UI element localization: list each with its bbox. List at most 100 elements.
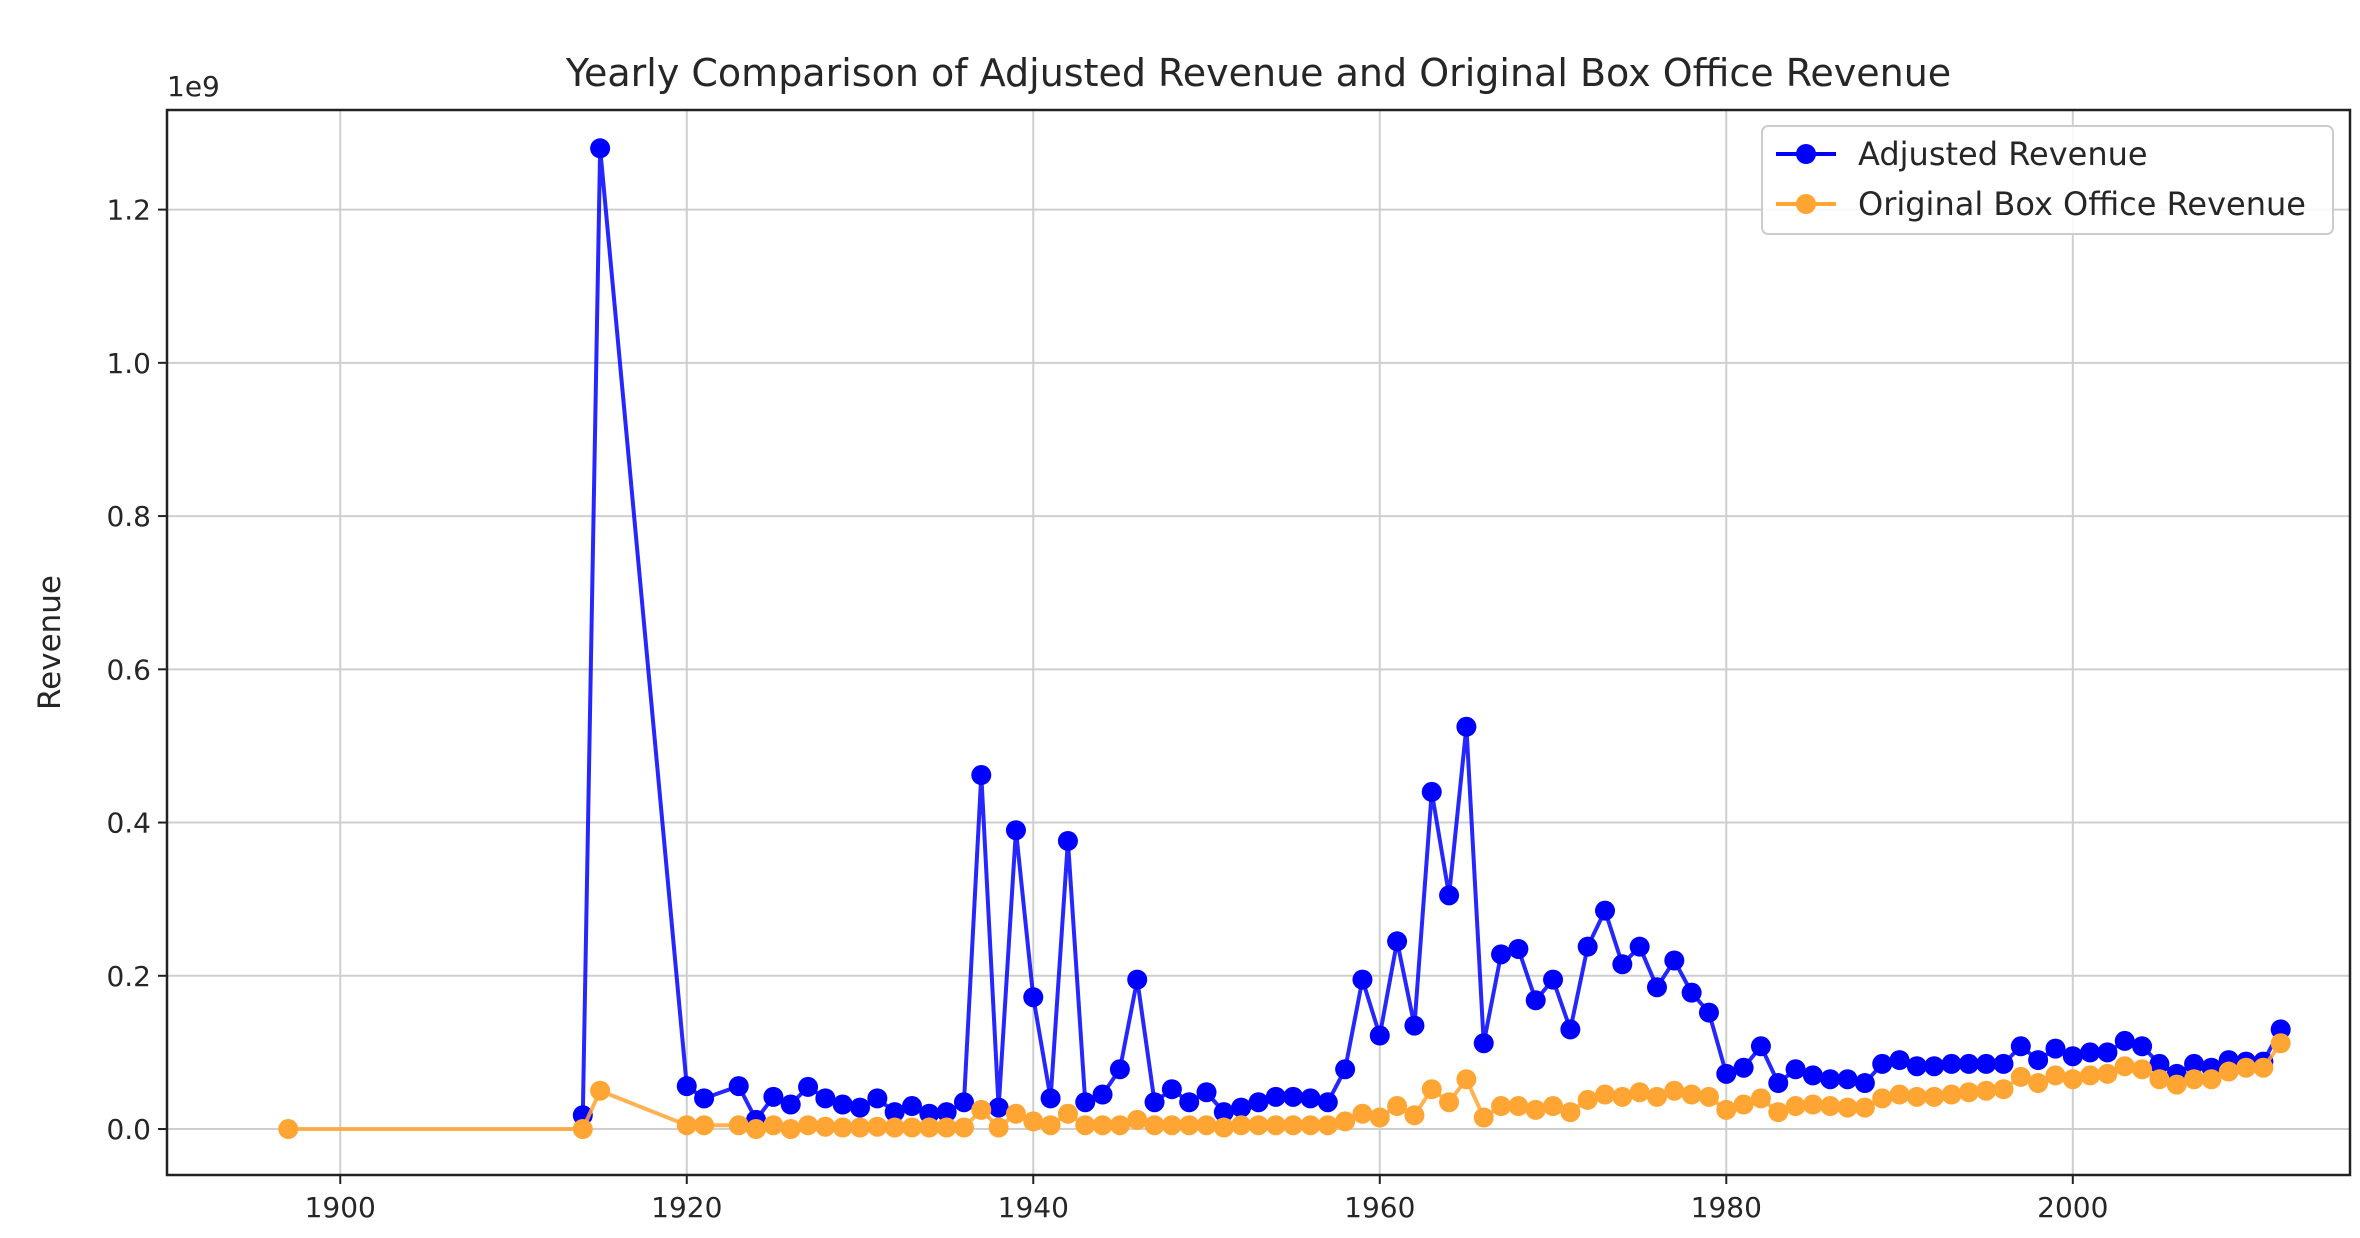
data-point xyxy=(867,1116,888,1137)
data-point xyxy=(798,1076,819,1097)
data-point xyxy=(2253,1057,2274,1078)
data-point xyxy=(1889,1084,1910,1105)
x-tick-label: 1920 xyxy=(651,1191,722,1224)
data-point xyxy=(1681,982,1702,1003)
data-point xyxy=(1941,1053,1962,1074)
data-point xyxy=(2149,1053,2170,1074)
data-point xyxy=(1144,1092,1165,1113)
x-tick-label: 1940 xyxy=(998,1191,1069,1224)
data-point xyxy=(1300,1088,1321,1109)
data-point xyxy=(953,1117,974,1138)
data-point xyxy=(1092,1115,1113,1136)
data-point xyxy=(1958,1082,1979,1103)
data-point xyxy=(1595,900,1616,921)
data-point xyxy=(1387,931,1408,952)
data-point xyxy=(1213,1117,1234,1138)
data-point xyxy=(919,1103,940,1124)
data-point xyxy=(1317,1092,1338,1113)
data-point xyxy=(1664,950,1685,971)
data-point xyxy=(1231,1097,1252,1118)
data-point xyxy=(901,1117,922,1138)
data-point xyxy=(1248,1115,1269,1136)
data-point xyxy=(1577,936,1598,957)
data-point xyxy=(2201,1069,2222,1090)
data-point xyxy=(1906,1056,1927,1077)
data-point xyxy=(1508,938,1529,959)
data-point xyxy=(2270,1019,2291,1040)
data-point xyxy=(953,1092,974,1113)
data-point xyxy=(1283,1086,1304,1107)
y-tick-label: 1.2 xyxy=(106,194,151,227)
data-point xyxy=(1456,716,1477,737)
data-point xyxy=(1179,1092,1200,1113)
data-point xyxy=(728,1076,749,1097)
data-point xyxy=(988,1117,1009,1138)
legend-label: Original Box Office Revenue xyxy=(1858,185,2306,223)
data-point xyxy=(2184,1053,2205,1074)
chart-title: Yearly Comparison of Adjusted Revenue an… xyxy=(565,51,1951,95)
data-point xyxy=(2010,1036,2031,1057)
data-point xyxy=(2218,1061,2239,1082)
data-point xyxy=(832,1094,853,1115)
data-point xyxy=(1750,1088,1771,1109)
y-tick-label: 0.0 xyxy=(106,1113,151,1146)
data-point xyxy=(1040,1088,1061,1109)
data-point xyxy=(901,1096,922,1117)
data-point xyxy=(2028,1073,2049,1094)
data-point xyxy=(1577,1089,1598,1110)
data-point xyxy=(1612,954,1633,975)
data-point xyxy=(1161,1115,1182,1136)
data-point xyxy=(1976,1080,1997,1101)
y-axis-offset-label: 1e9 xyxy=(167,70,220,103)
x-tick-label: 1900 xyxy=(305,1191,376,1224)
data-point xyxy=(1265,1115,1286,1136)
data-point xyxy=(1525,1099,1546,1120)
data-point xyxy=(2132,1059,2153,1080)
data-point xyxy=(1317,1115,1338,1136)
data-point xyxy=(1543,969,1564,990)
data-point xyxy=(1161,1079,1182,1100)
data-point xyxy=(867,1088,888,1109)
data-point xyxy=(1127,1109,1148,1130)
data-point xyxy=(1560,1019,1581,1040)
data-point xyxy=(815,1116,836,1137)
data-point xyxy=(1491,1096,1512,1117)
data-point xyxy=(676,1076,697,1097)
data-point xyxy=(763,1086,784,1107)
data-point xyxy=(2028,1050,2049,1071)
x-axis-ticks: 1900 1920 1940 1960 1980 2000 xyxy=(305,1175,2108,1224)
data-point xyxy=(1889,1050,1910,1071)
legend: Adjusted Revenue Original Box Office Reve… xyxy=(1761,125,2334,235)
data-point xyxy=(1144,1115,1165,1136)
data-point xyxy=(1040,1115,1061,1136)
data-point xyxy=(1109,1115,1130,1136)
data-point xyxy=(1092,1084,1113,1105)
data-point xyxy=(763,1115,784,1136)
series-1 xyxy=(278,1033,2291,1140)
data-point xyxy=(1265,1086,1286,1107)
data-point xyxy=(1075,1115,1096,1136)
data-point xyxy=(572,1119,593,1140)
data-point xyxy=(2062,1046,2083,1067)
data-point xyxy=(884,1102,905,1123)
data-point xyxy=(1733,1057,1754,1078)
data-point xyxy=(850,1117,871,1138)
data-point xyxy=(2236,1057,2257,1078)
data-point xyxy=(2097,1063,2118,1084)
data-point xyxy=(1854,1073,1875,1094)
data-point xyxy=(1750,1036,1771,1057)
data-point xyxy=(988,1097,1009,1118)
data-point xyxy=(1595,1084,1616,1105)
data-point xyxy=(2132,1036,2153,1057)
data-point xyxy=(1802,1065,1823,1086)
data-point xyxy=(1283,1115,1304,1136)
data-point xyxy=(1681,1084,1702,1105)
data-point xyxy=(2010,1066,2031,1087)
series-layer xyxy=(278,138,2291,1140)
data-point xyxy=(1629,936,1650,957)
data-point xyxy=(1300,1115,1321,1136)
data-point xyxy=(1369,1025,1390,1046)
data-point xyxy=(1958,1053,1979,1074)
y-axis-title: Revenue xyxy=(32,575,68,710)
